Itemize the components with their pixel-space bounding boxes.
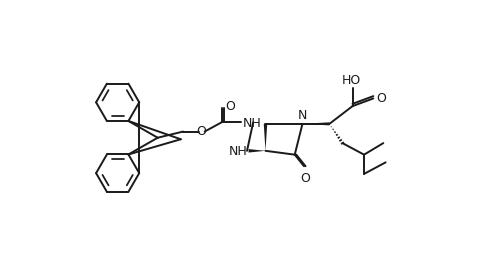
Text: NH: NH <box>242 117 261 130</box>
Polygon shape <box>248 149 266 153</box>
Text: O: O <box>300 172 310 185</box>
Polygon shape <box>302 122 330 125</box>
Text: O: O <box>226 100 235 113</box>
Text: N: N <box>298 109 307 122</box>
Text: O: O <box>376 92 386 105</box>
Polygon shape <box>264 124 267 151</box>
Text: HO: HO <box>342 74 360 87</box>
Text: O: O <box>196 125 206 138</box>
Text: NH: NH <box>228 145 247 158</box>
